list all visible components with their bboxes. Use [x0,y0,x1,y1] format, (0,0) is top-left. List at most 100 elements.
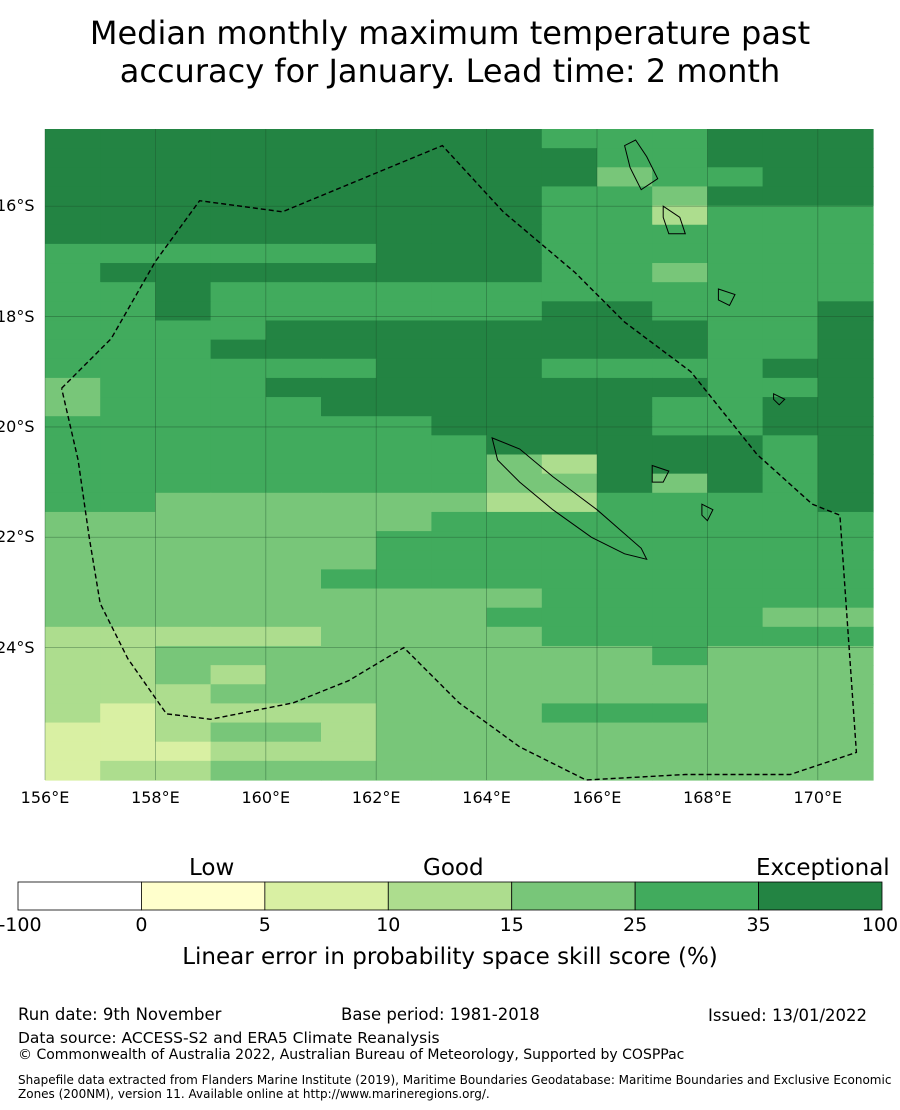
grid-cell [486,626,543,647]
grid-cell [597,339,653,360]
lon-tick-label: 168°E [683,788,732,807]
grid-cell [541,282,598,302]
grid-cell [100,569,156,590]
grid-cell [321,320,377,341]
island-efate [717,288,736,307]
grid-cell [707,569,764,590]
grid-cell [100,435,156,456]
grid-cell [155,320,212,341]
grid-cell [541,416,598,436]
grid-cell [707,263,764,283]
grid-cell [652,607,708,628]
grid-cell [707,550,764,570]
grid-cell [597,148,653,168]
grid-cell [321,684,377,705]
lon-tick-label: 162°E [351,788,401,807]
grid-cell [486,569,543,590]
grid-cell [762,454,819,475]
grid-cell [45,511,101,532]
grid-cell [486,550,543,570]
grid-cell [431,377,488,398]
grid-cell [762,148,819,168]
grid-cell [100,243,156,264]
grid-cell [210,243,267,264]
grid-cell [265,320,322,341]
grid-cell [652,129,708,149]
grid-cell [45,473,101,494]
grid-cell [762,263,819,283]
grid-cell [45,588,101,609]
grid-cell [486,645,543,666]
grid-cell [376,760,432,781]
island-lifou [651,464,670,483]
grid-cell [321,722,377,743]
grid-cell [762,492,819,513]
grid-cell [265,569,322,590]
grid-cell [210,588,267,609]
grid-cell [45,607,101,628]
grid-cell [597,588,653,609]
grid-cell [376,320,432,341]
shapefile-credit: Shapefile data extracted from Flanders M… [18,1073,892,1101]
grid-cell [431,741,488,762]
grid-cell [210,205,267,226]
grid-cell [541,301,598,322]
grid-cell [265,148,322,168]
lon-tick-label: 156°E [20,788,70,807]
grid-cell [321,186,377,207]
grid-cell [486,435,543,456]
grid-cell [541,435,598,456]
grid-cell [652,703,708,724]
grid-cell [817,167,874,188]
grid-cell [431,148,488,168]
grid-cell [431,167,488,188]
grid-cell [597,760,653,781]
grid-cell [321,741,377,762]
grid-cell [210,435,267,456]
grid-cell [321,492,377,513]
grid-cell [597,416,653,436]
grid-cell [817,492,874,513]
grid-cell [431,684,488,705]
grid-cell [376,741,432,762]
grid-cell [707,626,764,647]
grid-cell [652,684,708,705]
grid-cell [376,626,432,647]
grid-cell [486,684,543,705]
grid-cell [707,148,764,168]
grid-cell [597,358,653,379]
grid-cell [321,588,377,609]
grid-cell [817,282,874,302]
grid-cell [431,665,488,685]
grid-cell [45,645,101,666]
grid-cell [431,205,488,226]
grid-cell [707,531,764,551]
grid-cell [376,282,432,302]
colorbar-tick-label: 15 [499,914,524,936]
grid-cell [155,684,212,705]
grid-cell [210,167,267,188]
grid-cell [541,397,598,417]
grid-cell [762,339,819,360]
grid-cell [210,148,267,168]
grid-cell [265,377,322,398]
grid-cell [155,703,212,724]
grid-cell [155,282,212,302]
lon-tick-label: 158°E [131,788,180,807]
grid-cell [762,760,819,781]
grid-cell [652,588,708,609]
grid-cell [210,550,267,570]
grid-cell [541,588,598,609]
grid-cell [376,205,432,226]
grid-cell [486,416,543,436]
grid-cell [541,129,598,149]
grid-cell [652,645,708,666]
grid-cell [597,377,653,398]
grid-cell [486,397,543,417]
grid-cell [45,148,101,168]
grid-cell [652,243,708,264]
grid-cell [265,339,322,360]
grid-cell [265,665,322,685]
grid-cell [431,550,488,570]
grid-cell [45,167,101,188]
